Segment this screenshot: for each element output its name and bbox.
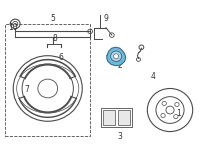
Polygon shape: [107, 47, 126, 65]
Text: 10: 10: [8, 23, 18, 32]
Circle shape: [114, 54, 119, 59]
Circle shape: [111, 51, 122, 61]
Text: 1: 1: [177, 109, 181, 118]
Text: 2: 2: [117, 61, 122, 70]
Bar: [103, 110, 115, 125]
Text: 6: 6: [58, 53, 63, 62]
Text: 5: 5: [50, 14, 55, 23]
Bar: [118, 110, 130, 125]
Bar: [101, 108, 132, 127]
Text: 3: 3: [117, 132, 122, 141]
Text: 8: 8: [52, 34, 57, 43]
Text: 9: 9: [103, 14, 108, 23]
Text: 4: 4: [151, 72, 156, 81]
Text: 7: 7: [25, 85, 29, 94]
Bar: [5, 24, 90, 136]
